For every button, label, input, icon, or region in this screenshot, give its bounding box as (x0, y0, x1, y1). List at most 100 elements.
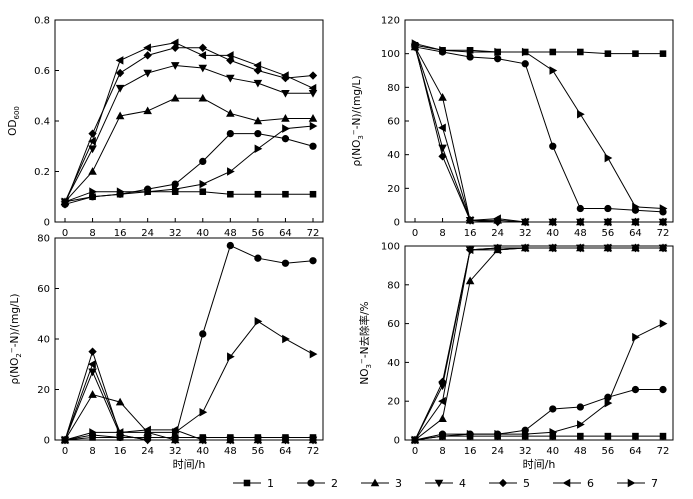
data-point-series-5 (143, 435, 152, 445)
data-point-series-6 (631, 243, 639, 253)
data-point-series-5 (438, 152, 447, 161)
data-point-series-7 (227, 352, 235, 361)
data-point-series-7 (494, 47, 503, 57)
series-line-5 (64, 47, 314, 205)
data-point-series-7 (632, 332, 640, 342)
series-6 (410, 42, 667, 227)
series-5 (60, 347, 318, 445)
data-point-series-7 (171, 184, 180, 194)
y-tick-label: 80 (387, 280, 400, 291)
legend-label: 4 (459, 477, 466, 490)
data-point-series-2 (576, 403, 584, 411)
data-point-series-2 (254, 254, 262, 262)
data-point-series-6 (198, 435, 207, 445)
series-1 (411, 432, 667, 444)
series-6 (410, 243, 667, 445)
data-point-series-7 (116, 428, 125, 437)
data-point-series-2 (631, 385, 640, 394)
data-point-series-6 (308, 83, 317, 93)
data-point-series-5 (438, 377, 447, 386)
y-axis-label: NO3−-N去除率/% (358, 301, 373, 384)
legend-label: 1 (267, 477, 274, 490)
x-tick-label: 72 (307, 228, 320, 239)
data-point-series-5 (88, 347, 97, 356)
data-point-series-3 (115, 111, 125, 120)
data-point-series-3 (308, 114, 318, 122)
x-tick-label: 40 (196, 446, 209, 457)
data-point-series-7 (439, 431, 447, 441)
data-point-series-2 (576, 204, 584, 213)
legend-item-3: 3 (361, 477, 402, 490)
data-point-series-4 (198, 64, 208, 73)
y-axis-label: ρ(NO2−-N)/(mg/L) (8, 294, 23, 385)
data-point-series-7 (144, 428, 153, 437)
data-point-series-6 (575, 217, 584, 227)
series-line-1 (414, 44, 663, 55)
data-point-series-7 (309, 121, 318, 131)
data-point-series-7 (521, 429, 530, 439)
data-point-series-2 (659, 385, 667, 394)
data-point-series-2 (549, 142, 557, 150)
legend-label: 3 (395, 477, 402, 490)
y-tick-label: 100 (381, 242, 400, 253)
data-point-series-1 (604, 50, 612, 57)
y-tick-label: 0.2 (34, 167, 50, 178)
y-tick-label: 80 (37, 234, 50, 245)
data-point-series-2 (309, 257, 317, 265)
series-line-2 (414, 389, 663, 441)
data-point-series-7 (549, 427, 558, 437)
data-point-series-1 (199, 188, 207, 195)
data-point-series-1 (659, 432, 667, 440)
data-point-series-6 (493, 214, 501, 223)
data-point-series-6 (658, 243, 667, 253)
data-point-series-6 (253, 435, 262, 445)
x-tick-label: 56 (252, 228, 265, 239)
x-tick-label: 8 (439, 446, 445, 457)
y-axis-label: OD600 (7, 106, 21, 136)
y-tick-label: 0.6 (34, 66, 50, 77)
series-3 (410, 42, 668, 226)
data-point-series-7 (632, 202, 640, 212)
x-tick-label: 32 (169, 228, 182, 239)
series-7 (61, 317, 318, 445)
legend-marker-2 (307, 479, 315, 487)
series-1 (61, 188, 317, 206)
x-tick-label: 64 (279, 446, 292, 457)
series-line-6 (64, 42, 314, 203)
x-tick-label: 16 (464, 228, 477, 239)
series-4 (410, 244, 668, 445)
x-tick-label: 16 (464, 446, 477, 457)
series-5 (60, 43, 318, 209)
series-3 (60, 93, 318, 206)
data-point-series-1 (577, 48, 584, 56)
x-tick-label: 24 (141, 228, 154, 239)
data-point-series-3 (143, 106, 152, 115)
series-line-5 (414, 247, 663, 441)
x-tick-label: 32 (519, 446, 532, 457)
x-axis-label: 时间/h (173, 458, 206, 471)
data-point-series-6 (253, 61, 262, 70)
y-axis-label: ρ(NO3−-N)/(mg/L) (350, 76, 365, 167)
data-point-series-7 (171, 428, 180, 437)
data-point-series-3 (170, 93, 180, 102)
data-point-series-1 (659, 50, 667, 57)
legend-marker-4 (434, 479, 444, 488)
x-tick-label: 32 (519, 228, 532, 239)
data-point-series-3 (281, 114, 290, 122)
data-point-series-7 (466, 429, 475, 439)
series-7 (61, 121, 318, 207)
data-point-series-3 (253, 116, 263, 125)
chart-panel-od600: 0 8 16 24 32 40 48 56 64 72 0 0.2 0.4 0.6 0.8 OD600 (7, 16, 324, 239)
data-point-series-7 (254, 317, 263, 326)
data-point-series-3 (438, 93, 447, 101)
x-tick-label: 64 (629, 228, 642, 239)
series-1 (411, 41, 667, 57)
x-tick-label: 48 (574, 228, 587, 239)
chart-panel-nitrite: 0 8 16 24 32 40 48 56 64 72 0 20 40 60 80 ρ(NO2−-N)/(mg… (8, 234, 324, 471)
x-tick-label: 8 (439, 228, 445, 239)
data-point-series-7 (494, 429, 503, 439)
data-point-series-4 (88, 145, 97, 154)
x-tick-label: 0 (412, 446, 418, 457)
data-point-series-7 (439, 46, 447, 55)
data-point-series-6 (465, 216, 474, 225)
